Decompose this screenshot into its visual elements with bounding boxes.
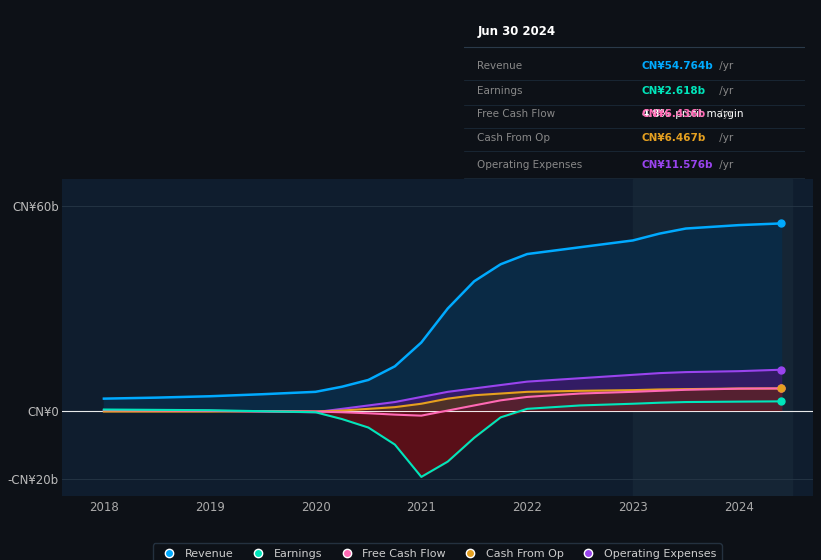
Text: CN¥6.436b: CN¥6.436b — [641, 109, 705, 119]
Text: CN¥54.764b: CN¥54.764b — [641, 61, 713, 71]
Text: Jun 30 2024: Jun 30 2024 — [478, 25, 556, 38]
Text: CN¥6.467b: CN¥6.467b — [641, 133, 705, 143]
Text: /yr: /yr — [716, 86, 733, 96]
Text: Earnings: Earnings — [478, 86, 523, 96]
Text: Free Cash Flow: Free Cash Flow — [478, 109, 556, 119]
Bar — [633, 179, 791, 496]
Text: Operating Expenses: Operating Expenses — [478, 160, 583, 170]
Text: 4.8%: 4.8% — [641, 109, 670, 119]
Text: /yr: /yr — [716, 61, 733, 71]
Legend: Revenue, Earnings, Free Cash Flow, Cash From Op, Operating Expenses: Revenue, Earnings, Free Cash Flow, Cash … — [153, 543, 722, 560]
Text: profit margin: profit margin — [672, 109, 743, 119]
Text: CN¥11.576b: CN¥11.576b — [641, 160, 713, 170]
Text: CN¥2.618b: CN¥2.618b — [641, 86, 705, 96]
Text: Revenue: Revenue — [478, 61, 523, 71]
Text: /yr: /yr — [716, 160, 733, 170]
Text: /yr: /yr — [716, 109, 733, 119]
Text: /yr: /yr — [716, 133, 733, 143]
Text: Cash From Op: Cash From Op — [478, 133, 551, 143]
